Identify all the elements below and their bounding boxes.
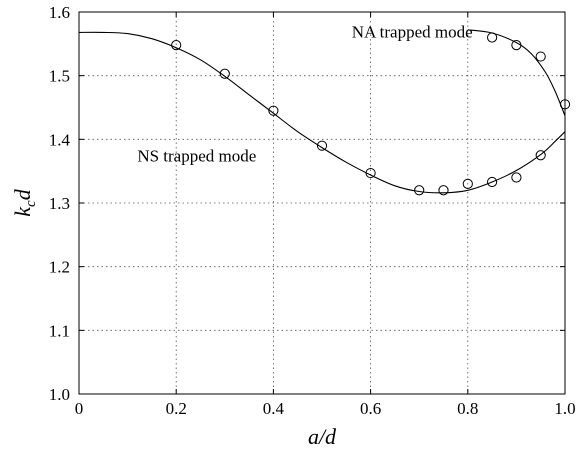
x-tick-label: 0 [75,399,84,418]
y-tick-label: 1.2 [49,258,70,277]
y-tick-label: 1.5 [49,67,70,86]
x-tick-label: 1.0 [554,399,575,418]
series-2-point [487,176,498,188]
series-2-point [171,40,182,51]
y-tick-label: 1.4 [49,130,71,149]
series-2-point [268,105,279,116]
y-tick-label: 1.0 [49,385,70,404]
annotation-ns-trapped-mode: NS trapped mode [137,147,256,166]
series-2-point [316,140,328,151]
series-3-point [559,99,571,110]
series-layer [78,29,571,196]
series-2-point [535,150,546,161]
y-axis-title-k: k [10,206,35,217]
series-2-point [414,185,425,196]
series-3-point [511,40,522,51]
series-0-curve [78,31,566,194]
grid-lines [79,12,565,394]
x-tick-label: 0.2 [166,399,187,418]
series-2-point [365,167,376,179]
series-2-point [511,172,522,183]
y-tick-label: 1.3 [49,194,70,213]
series-3-point [487,32,498,43]
x-tick-labels: 0 0.2 0.4 0.6 0.8 1.0 [75,399,576,418]
tick-marks [78,11,566,395]
y-axis-title-d: d [10,188,35,200]
series-3-point [535,51,546,62]
y-tick-labels: 1.0 1.1 1.2 1.3 1.4 1.5 1.6 [49,3,71,404]
annotation-na-trapped-mode: NA trapped mode [352,22,473,41]
x-tick-label: 0.6 [360,399,381,418]
y-axis-title: kcd [10,188,39,216]
x-axis-title: a/d [308,424,337,449]
y-tick-label: 1.6 [49,3,70,22]
series-2-point [462,178,473,189]
x-tick-label: 0.8 [457,399,478,418]
y-axis-title-subscript: c [23,200,39,207]
series-2-point [438,185,449,196]
x-tick-label: 0.4 [263,399,285,418]
series-2-point [219,68,230,79]
y-tick-label: 1.1 [49,321,70,340]
series-1-curve [467,29,566,116]
